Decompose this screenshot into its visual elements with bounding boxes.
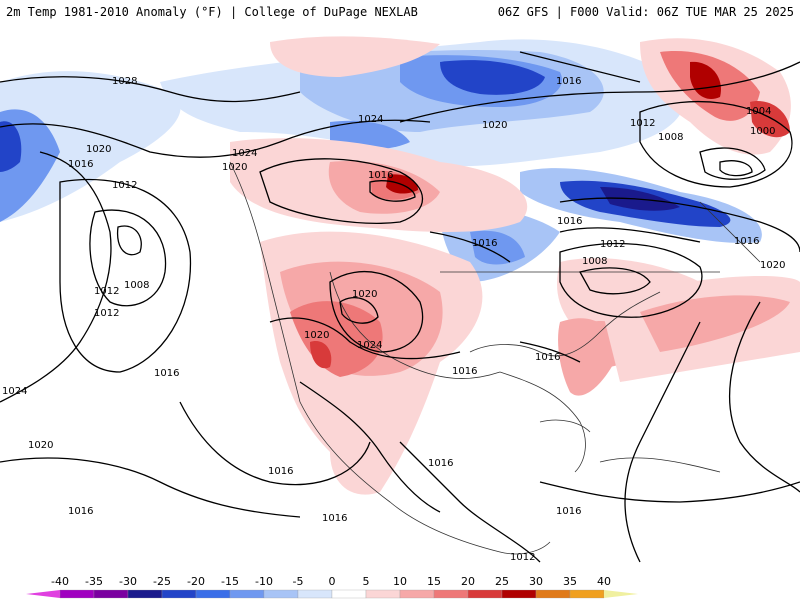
isobar-label: 1024 bbox=[232, 148, 257, 159]
colorbar-arrow-left bbox=[26, 590, 60, 598]
colorbar-swatch bbox=[569, 589, 605, 599]
isobar-labels: 1028 1024 1020 1016 1012 1024 1020 1016 … bbox=[2, 76, 785, 563]
isobar-label: 1008 bbox=[582, 256, 607, 267]
colorbar-tick-label: 0 bbox=[329, 575, 336, 588]
isobar-label: 1020 bbox=[28, 440, 53, 451]
isobar-label: 1016 bbox=[557, 216, 582, 227]
colorbar-swatch bbox=[467, 589, 503, 599]
isobar-label: 1016 bbox=[68, 159, 93, 170]
isobar-label: 1016 bbox=[368, 170, 393, 181]
isobar-label: 1016 bbox=[428, 458, 453, 469]
isobar-label: 1016 bbox=[556, 76, 581, 87]
colorbar-tick-label: -20 bbox=[187, 575, 205, 588]
isobar-label: 1008 bbox=[124, 280, 149, 291]
colorbar-tick-label: -5 bbox=[293, 575, 304, 588]
colorbar-tick-label: 20 bbox=[461, 575, 475, 588]
colorbar-swatch bbox=[263, 589, 299, 599]
isobar-label: 1012 bbox=[510, 552, 535, 563]
isobar-label: 1024 bbox=[2, 386, 27, 397]
colorbar-tick-label: 15 bbox=[427, 575, 441, 588]
geography-outlines bbox=[229, 161, 761, 555]
temperature-anomaly-map: 1028 1024 1020 1016 1012 1024 1020 1016 … bbox=[0, 22, 800, 574]
colorbar-swatch bbox=[331, 589, 367, 599]
isobar-label: 1012 bbox=[94, 308, 119, 319]
isobar-label: 1020 bbox=[304, 330, 329, 341]
isobar-lines bbox=[0, 51, 800, 563]
isobar-label: 1024 bbox=[357, 340, 382, 351]
colorbar-swatch bbox=[535, 589, 571, 599]
isobar-label: 1020 bbox=[86, 144, 111, 155]
isobar-label: 1020 bbox=[482, 120, 507, 131]
colorbar-tick-label: 40 bbox=[597, 575, 611, 588]
isobar-label: 1012 bbox=[94, 286, 119, 297]
colorbar-swatch bbox=[399, 589, 435, 599]
colorbar-arrow-right bbox=[604, 590, 638, 598]
colorbar-swatch bbox=[365, 589, 401, 599]
isobar-label: 1020 bbox=[352, 289, 377, 300]
isobar-label: 1016 bbox=[322, 513, 347, 524]
colorbar-tick-label: 5 bbox=[363, 575, 370, 588]
colorbar-tick-label: -35 bbox=[85, 575, 103, 588]
isobar-label: 1016 bbox=[556, 506, 581, 517]
isobar-label: 1016 bbox=[68, 506, 93, 517]
product-title: 2m Temp 1981-2010 Anomaly (°F) | College… bbox=[6, 5, 418, 19]
map-header: 2m Temp 1981-2010 Anomaly (°F) | College… bbox=[0, 0, 800, 22]
isobar-label: 1016 bbox=[734, 236, 759, 247]
colorbar-tick-label: -15 bbox=[221, 575, 239, 588]
isobar-label: 1024 bbox=[358, 114, 383, 125]
colorbar-tick-label: 35 bbox=[563, 575, 577, 588]
colorbar-swatch bbox=[501, 589, 537, 599]
colorbar-tick-label: 25 bbox=[495, 575, 509, 588]
colorbar-tick-label: 10 bbox=[393, 575, 407, 588]
isobar-label: 1016 bbox=[268, 466, 293, 477]
colorbar-swatch bbox=[127, 589, 163, 599]
isobar-label: 1000 bbox=[750, 126, 775, 137]
colorbar-swatch bbox=[93, 589, 129, 599]
isobar-label: 1012 bbox=[630, 118, 655, 129]
colorbar-tick-label: -25 bbox=[153, 575, 171, 588]
isobar-label: 1012 bbox=[112, 180, 137, 191]
colorbar-tick-label: -10 bbox=[255, 575, 273, 588]
colorbar-swatch bbox=[59, 589, 95, 599]
colorbar-tick-label: -30 bbox=[119, 575, 137, 588]
colorbar-tick-label: -40 bbox=[51, 575, 69, 588]
isobar-label: 1016 bbox=[452, 366, 477, 377]
isobar-label: 1028 bbox=[112, 76, 137, 87]
valid-time-title: 06Z GFS | F000 Valid: 06Z TUE MAR 25 202… bbox=[497, 5, 794, 19]
isobar-label: 1004 bbox=[746, 106, 771, 117]
colorbar-swatch bbox=[229, 589, 265, 599]
isobar-label: 1020 bbox=[760, 260, 785, 271]
colorbar-swatch bbox=[433, 589, 469, 599]
isobar-label: 1016 bbox=[472, 238, 497, 249]
colorbar-swatch bbox=[161, 589, 197, 599]
colorbar-swatch bbox=[195, 589, 231, 599]
colorbar-tick-label: 30 bbox=[529, 575, 543, 588]
anomaly-colorbar: -40 -35 -30 -25 -20 -15 -10 -5 0 5 10 15 20 25 30 35 40 bbox=[0, 574, 800, 600]
isobar-label: 1016 bbox=[535, 352, 560, 363]
colorbar-scale: -40 -35 -30 -25 -20 -15 -10 -5 0 5 10 15 20 25 30 35 40 bbox=[26, 575, 638, 599]
isobar-label: 1008 bbox=[658, 132, 683, 143]
isobar-label: 1012 bbox=[600, 239, 625, 250]
isobar-label: 1016 bbox=[154, 368, 179, 379]
isobar-label: 1020 bbox=[222, 162, 247, 173]
colorbar-swatch bbox=[297, 589, 333, 599]
